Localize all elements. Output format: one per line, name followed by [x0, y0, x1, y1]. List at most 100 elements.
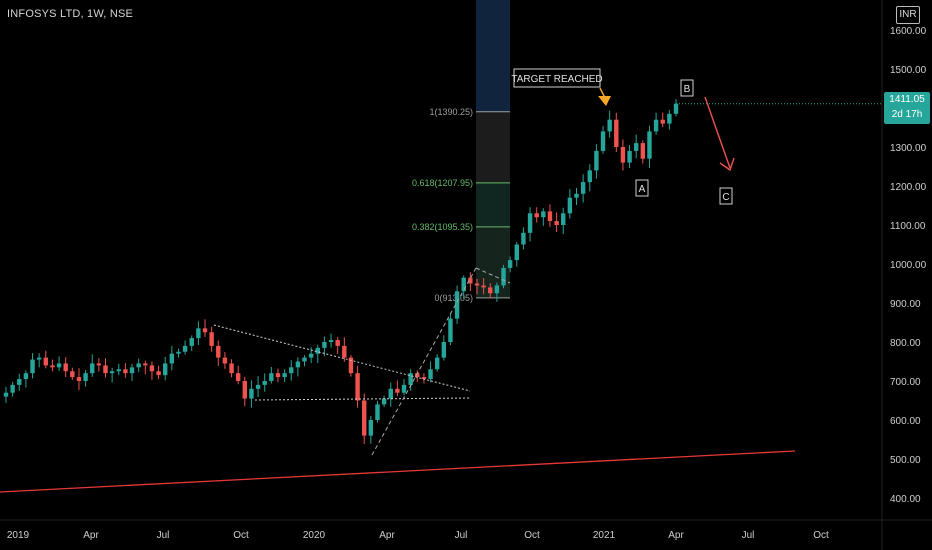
projection-line: [475, 267, 511, 284]
candle-body: [561, 213, 566, 225]
x-tick-label: Apr: [668, 530, 684, 541]
candle-body: [83, 373, 88, 381]
wave-label-box: [719, 187, 733, 205]
fib-zone: [476, 111, 510, 183]
candle-body: [507, 260, 513, 268]
y-tick-label: 1500.00: [890, 65, 927, 76]
candle-body: [408, 373, 413, 385]
candle-body: [647, 131, 652, 159]
candle-body: [395, 388, 400, 393]
candle-body: [580, 182, 586, 194]
target-label: TARGET REACHED: [511, 74, 602, 85]
candle-body: [342, 345, 347, 358]
candle-body: [401, 384, 407, 393]
candle-body: [76, 377, 82, 381]
wave-c-arrowhead: [719, 157, 735, 172]
fib-zone: [476, 226, 510, 298]
candle-body: [362, 400, 367, 436]
candle-body: [633, 143, 639, 151]
y-tick-label: 1600.00: [890, 26, 927, 37]
fib-level-label: 0.382(1095.35): [412, 222, 473, 232]
candle-body: [289, 367, 294, 374]
candle-body: [56, 363, 62, 368]
candle-body: [242, 381, 248, 399]
candle-body: [3, 392, 9, 397]
candle-body: [587, 170, 592, 183]
candle-body: [196, 328, 201, 339]
candle-body: [209, 332, 214, 346]
y-tick-label: 1200.00: [890, 182, 927, 193]
y-tick-label: 1100.00: [890, 221, 926, 232]
wave-label-box: [680, 79, 694, 97]
candle-body: [189, 338, 194, 346]
candle-body: [50, 365, 55, 368]
candle-body: [454, 291, 460, 319]
candle-body: [640, 143, 646, 159]
candle-body: [614, 119, 619, 147]
currency-badge[interactable]: INR: [896, 6, 920, 24]
x-tick-label: Oct: [813, 530, 829, 541]
candle-body: [514, 244, 519, 261]
candle-body: [600, 131, 606, 151]
x-tick-label: Oct: [524, 530, 540, 541]
x-tick-label: Apr: [83, 530, 99, 541]
y-tick-label: 900.00: [890, 299, 921, 310]
candle-body: [667, 113, 672, 124]
target-label-box: [513, 68, 601, 88]
candle-body: [10, 384, 15, 393]
candle-body: [136, 363, 141, 368]
x-tick-label: 2020: [303, 530, 326, 541]
candle-body: [620, 147, 626, 163]
candle-body: [143, 363, 148, 366]
candle-body: [182, 345, 188, 352]
x-tick-label: 2019: [7, 530, 30, 541]
triangle-lower-line: [254, 397, 471, 401]
candle-body: [282, 373, 287, 378]
candle-body: [481, 285, 486, 288]
y-tick-label: 700.00: [890, 377, 921, 388]
wave-label: A: [639, 184, 646, 195]
y-tick-label: 800.00: [890, 338, 921, 349]
candle-body: [109, 371, 115, 374]
candle-body: [70, 371, 75, 378]
candle-body: [547, 211, 553, 222]
x-tick-label: Jul: [455, 530, 468, 541]
candle-body: [434, 357, 440, 370]
candle-body: [527, 213, 533, 233]
candle-body: [653, 119, 659, 132]
candle-body: [567, 197, 573, 214]
candle-body: [534, 213, 539, 218]
candle-body: [255, 384, 261, 389]
candle-body: [275, 373, 281, 378]
fib-zone: [476, 182, 510, 227]
candle-body: [216, 345, 221, 358]
candle-body: [149, 365, 155, 372]
candle-body: [17, 379, 22, 385]
candle-body: [163, 363, 168, 376]
wave-label: B: [684, 84, 691, 95]
candle-body: [176, 351, 181, 354]
fib-level-label: 1(1390.25): [429, 107, 473, 117]
candle-body: [355, 373, 360, 401]
projection-line: [371, 267, 477, 456]
candle-body: [541, 211, 546, 218]
candle-body: [169, 353, 175, 364]
candle-body: [448, 318, 453, 342]
candle-body: [673, 103, 679, 114]
symbol-title: INFOSYS LTD, 1W, NSE: [7, 8, 134, 20]
fib-extension-zone: [476, 0, 510, 112]
candle-body: [295, 361, 301, 368]
candle-body: [23, 373, 29, 380]
candle-body: [660, 119, 665, 124]
y-tick-label: 1000.00: [890, 260, 927, 271]
candle-body: [63, 363, 68, 372]
x-tick-label: Jul: [157, 530, 170, 541]
candle-body: [156, 371, 161, 376]
candle-body: [428, 369, 433, 380]
candle-body: [627, 150, 632, 163]
candle-body: [308, 353, 314, 358]
candle-body: [123, 369, 128, 374]
fib-level-label: 0.618(1207.95): [412, 178, 473, 188]
